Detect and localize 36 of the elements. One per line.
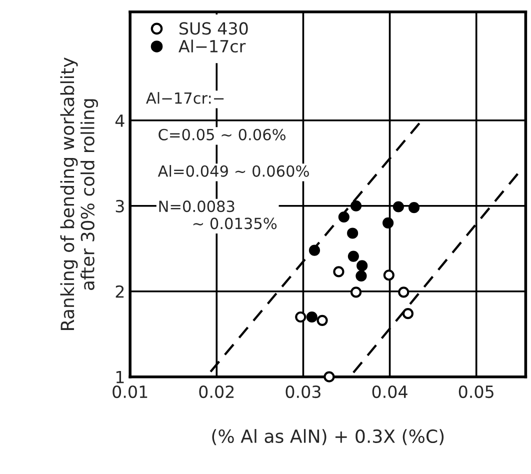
y-tick-label: 3 — [116, 200, 124, 212]
legend-label: Al−17cr — [178, 40, 246, 53]
y-tick-label: 4 — [115, 114, 124, 127]
x-tick-label: 0.03 — [286, 385, 320, 398]
point — [402, 308, 414, 320]
y-tick-label: 2 — [116, 285, 124, 298]
annotation: N=0.0083 ∼ 0.0135% — [159, 200, 277, 230]
point — [350, 286, 362, 298]
point — [398, 286, 410, 298]
legend-label: SUS 430 — [180, 22, 248, 35]
y-axis-title: Ranking of bending workablity after 30% cold rolling — [60, 58, 98, 330]
x-axis-title: (% Al as AlN) + 0.3X (%C) — [212, 429, 444, 446]
x-tick-label: 0.01 — [112, 385, 148, 398]
annotation: Al=0.049 ∼ 0.060% — [158, 165, 309, 177]
annotation: C=0.05 ∼ 0.06% — [158, 128, 286, 140]
point — [347, 228, 358, 239]
point — [408, 202, 420, 214]
point — [350, 200, 362, 212]
point — [338, 211, 350, 223]
point — [308, 244, 320, 256]
point — [356, 270, 367, 282]
x-tick-label: 0.05 — [458, 385, 494, 398]
point — [316, 314, 328, 326]
point — [333, 266, 344, 278]
point — [392, 201, 404, 212]
annotation: Al−17cr:− — [146, 92, 224, 104]
x-tick-label: 0.02 — [199, 385, 234, 398]
point — [306, 311, 318, 323]
point — [382, 217, 394, 229]
point — [383, 270, 394, 281]
point — [348, 250, 359, 262]
point — [356, 260, 368, 272]
point — [295, 311, 306, 323]
point — [324, 371, 335, 382]
y-tick-label: 1 — [116, 371, 124, 384]
x-tick-label: 0.04 — [372, 385, 408, 398]
